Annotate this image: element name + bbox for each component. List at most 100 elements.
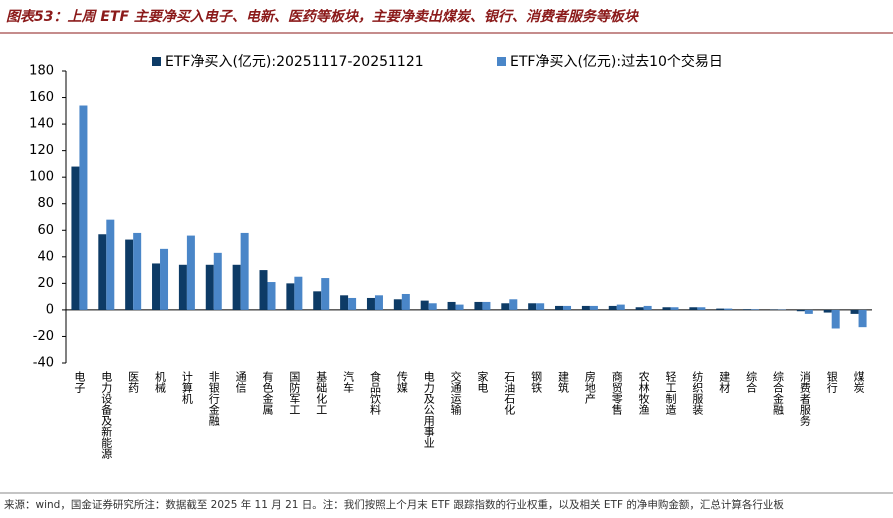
x-tick-label: 机械 — [154, 370, 167, 394]
bar — [555, 306, 563, 310]
bar — [394, 299, 402, 310]
x-tick-label: 商贸零售 — [610, 370, 623, 416]
legend-label: ETF净买入(亿元):20251117-20251121 — [165, 54, 424, 70]
x-tick-label: 建筑 — [557, 370, 570, 393]
y-tick-label: 40 — [37, 249, 54, 264]
bar — [448, 302, 456, 310]
footnote: 来源：wind，国金证券研究所注：数据截至 2025 年 11 月 21 日。注… — [4, 498, 784, 511]
bar — [206, 265, 214, 310]
bar — [375, 295, 383, 310]
x-tick-label: 石油石化 — [503, 371, 516, 416]
legend-swatch — [152, 57, 161, 66]
x-tick-label: 综合金融 — [771, 370, 784, 416]
x-tick-label: 综合 — [745, 370, 758, 393]
bar — [509, 299, 517, 310]
legend-label: ETF净买入(亿元):过去10个交易日 — [510, 53, 723, 70]
x-tick-label: 电力及公用事业 — [422, 371, 435, 448]
x-tick-label: 非银行金融 — [207, 371, 220, 427]
bar — [125, 240, 133, 310]
x-tick-label: 计算机 — [180, 371, 193, 404]
bar — [260, 270, 268, 310]
bar — [456, 305, 464, 310]
x-tick-label: 农林牧渔 — [637, 370, 650, 416]
bar — [824, 310, 832, 313]
bar — [636, 307, 644, 310]
bar — [106, 220, 114, 310]
bar — [859, 310, 867, 327]
y-tick-label: -40 — [33, 356, 54, 371]
chart-title: 图表53：上周 ETF 主要净买入电子、电新、医药等板块，主要净卖出煤炭、银行、… — [6, 8, 640, 25]
y-tick-label: 140 — [29, 117, 54, 132]
x-tick-label: 电子 — [73, 371, 86, 393]
x-tick-label: 食品饮料 — [368, 370, 381, 416]
x-tick-label: 建材 — [718, 370, 731, 393]
y-tick-label: -20 — [33, 329, 54, 344]
x-tick-label: 钢铁 — [530, 371, 543, 393]
y-tick-label: 180 — [29, 64, 54, 79]
y-tick-label: 160 — [29, 90, 54, 105]
x-tick-label: 医药 — [127, 371, 140, 394]
bar — [421, 301, 429, 310]
bar — [294, 277, 302, 310]
bar — [313, 291, 321, 310]
bar — [743, 309, 751, 310]
bar — [663, 307, 671, 310]
x-tick-label: 国防军工 — [288, 371, 301, 415]
legend-swatch — [497, 57, 506, 66]
x-tick-label: 煤炭 — [852, 371, 865, 394]
x-tick-label: 交通运输 — [449, 370, 462, 416]
x-tick-label: 电力设备及新能源 — [100, 371, 113, 460]
bar — [563, 306, 571, 310]
bar — [617, 305, 625, 310]
y-tick-label: 100 — [29, 170, 54, 185]
x-tick-label: 通信 — [234, 371, 247, 394]
bar — [187, 236, 195, 310]
bar — [851, 310, 859, 314]
bar — [805, 310, 813, 314]
bar — [482, 302, 490, 310]
x-tick-label: 有色金属 — [261, 370, 274, 416]
bar — [501, 303, 509, 310]
bar — [71, 167, 79, 310]
bar — [689, 307, 697, 310]
bar — [348, 298, 356, 310]
y-tick-label: 0 — [46, 302, 54, 317]
bar — [724, 309, 732, 310]
bar — [751, 309, 759, 310]
x-tick-label: 家电 — [476, 370, 489, 393]
x-tick-label: 房地产 — [583, 371, 596, 405]
x-tick-label: 基础化工 — [315, 371, 328, 415]
bar — [241, 233, 249, 310]
bar — [214, 253, 222, 310]
x-tick-label: 轻工制造 — [664, 370, 677, 415]
bar — [160, 249, 168, 310]
bar — [133, 233, 141, 310]
bar — [402, 294, 410, 310]
bar — [536, 303, 544, 310]
bar — [671, 307, 679, 310]
bar — [152, 263, 160, 309]
bar — [286, 283, 294, 310]
x-tick-label: 银行 — [825, 370, 838, 394]
bar — [79, 106, 87, 310]
x-tick-label: 传媒 — [395, 371, 408, 394]
bar — [98, 234, 106, 310]
bar — [582, 306, 590, 310]
bar — [644, 306, 652, 310]
x-tick-label: 汽车 — [342, 370, 355, 394]
bar — [367, 298, 375, 310]
bar — [590, 306, 598, 310]
bar — [474, 302, 482, 310]
bar — [268, 282, 276, 310]
bar — [340, 295, 348, 310]
x-tick-label: 纺织服装 — [691, 370, 704, 416]
y-tick-label: 120 — [29, 143, 54, 158]
bar — [321, 278, 329, 310]
bar — [429, 303, 437, 310]
bar — [797, 310, 805, 311]
bar — [528, 303, 536, 310]
y-tick-label: 80 — [37, 196, 54, 211]
bar — [179, 265, 187, 310]
bar — [716, 309, 724, 310]
